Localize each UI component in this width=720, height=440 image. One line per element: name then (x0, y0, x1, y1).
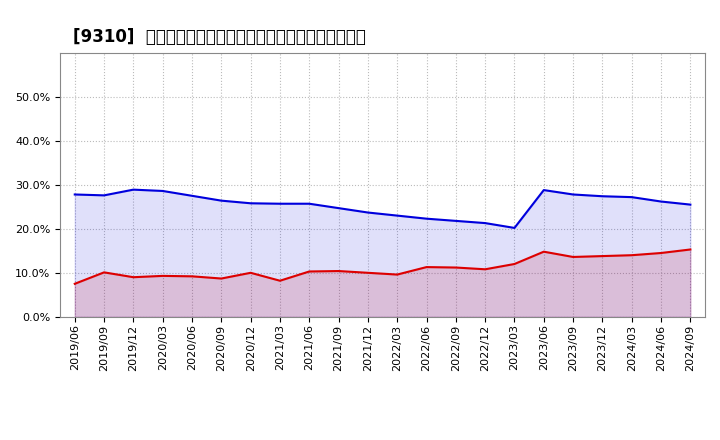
有利子負債 (305, 201, 314, 206)
現頲金 (246, 270, 255, 275)
有利子負債 (481, 220, 490, 226)
現頲金 (276, 278, 284, 283)
Text: [9310]  現頲金、有利子負債の総資産に対する比率の推移: [9310] 現頲金、有利子負債の総資産に対する比率の推移 (73, 28, 366, 46)
現頲金 (188, 274, 197, 279)
現頲金 (71, 281, 79, 286)
現頲金 (305, 269, 314, 274)
Line: 有利子負債: 有利子負債 (75, 190, 690, 228)
現頲金 (129, 275, 138, 280)
現頲金 (217, 276, 225, 281)
有利子負債 (364, 210, 372, 215)
有利子負債 (393, 213, 402, 218)
有利子負債 (657, 199, 665, 204)
現頲金 (627, 253, 636, 258)
有利子負債 (188, 193, 197, 198)
現頲金 (598, 253, 607, 259)
有利子負債 (100, 193, 109, 198)
現頲金 (158, 273, 167, 279)
現頲金 (422, 264, 431, 270)
現頲金 (686, 247, 695, 252)
有利子負債 (276, 201, 284, 206)
現頲金 (481, 267, 490, 272)
有利子負債 (246, 201, 255, 206)
有利子負債 (334, 205, 343, 211)
現頲金 (451, 265, 460, 270)
現頲金 (539, 249, 548, 254)
有利子負債 (129, 187, 138, 192)
有利子負債 (627, 194, 636, 200)
現頲金 (334, 268, 343, 274)
有利子負債 (158, 188, 167, 194)
現頲金 (569, 254, 577, 260)
有利子負債 (598, 194, 607, 199)
有利子負債 (539, 187, 548, 193)
有利子負債 (71, 192, 79, 197)
有利子負債 (451, 218, 460, 224)
Line: 現頲金: 現頲金 (75, 249, 690, 284)
有利子負債 (422, 216, 431, 221)
現頲金 (364, 270, 372, 275)
有利子負債 (217, 198, 225, 203)
現頲金 (510, 261, 519, 267)
有利子負債 (686, 202, 695, 207)
現頲金 (393, 272, 402, 277)
有利子負債 (569, 192, 577, 197)
現頲金 (657, 250, 665, 256)
現頲金 (100, 270, 109, 275)
有利子負債 (510, 225, 519, 231)
